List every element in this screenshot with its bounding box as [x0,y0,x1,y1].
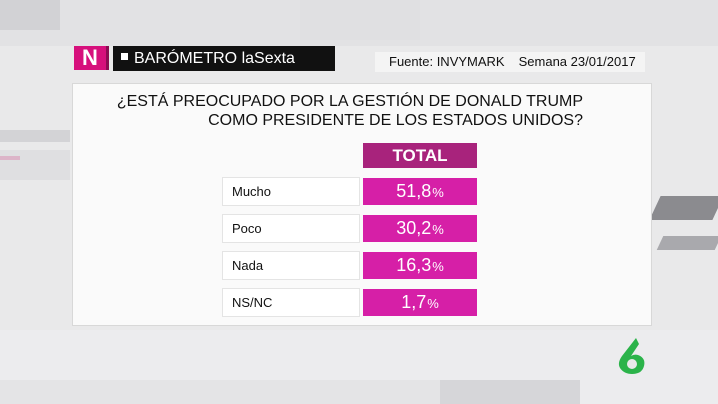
row-label: NS/NC [223,289,359,316]
brand-label: BARÓMETRO laSexta [134,50,295,67]
poll-row-nsnc: NS/NC 1,7% [223,289,477,316]
question-line-1: ¿ESTÁ PREOCUPADO POR LA GESTIÓN DE DONAL… [116,93,583,110]
source-label: Fuente: INVYMARK [389,54,505,69]
lasexta-6-icon [618,338,645,374]
poll-panel: ¿ESTÁ PREOCUPADO POR LA GESTIÓN DE DONAL… [73,84,651,325]
row-value: 16,3% [363,252,477,279]
value-unit: % [427,296,439,311]
value-unit: % [432,222,444,237]
poll-question: ¿ESTÁ PREOCUPADO POR LA GESTIÓN DE DONAL… [73,92,583,130]
barometro-title: BARÓMETRO laSexta [113,46,335,71]
total-column-header: TOTAL [363,143,477,168]
question-line-2: COMO PRESIDENTE DE LOS ESTADOS UNIDOS? [208,112,583,129]
row-label: Poco [223,215,359,242]
poll-row-poco: Poco 30,2% [223,215,477,242]
week-label: Semana 23/01/2017 [518,54,636,69]
poll-row-mucho: Mucho 51,8% [223,178,477,205]
row-label: Mucho [223,178,359,205]
square-bullet-icon [121,53,128,61]
row-value: 1,7% [363,289,477,316]
value-number: 1,7 [401,292,427,312]
value-unit: % [432,259,444,274]
row-label: Nada [223,252,359,279]
source-bar: Fuente: INVYMARK Semana 23/01/2017 [375,52,645,72]
value-unit: % [432,185,444,200]
logo-letter: N [82,45,98,70]
value-number: 30,2 [396,218,432,238]
value-number: 16,3 [396,255,432,275]
poll-row-nada: Nada 16,3% [223,252,477,279]
noticias-logo: N [74,46,106,70]
row-value: 30,2% [363,215,477,242]
row-value: 51,8% [363,178,477,205]
value-number: 51,8 [396,181,432,201]
